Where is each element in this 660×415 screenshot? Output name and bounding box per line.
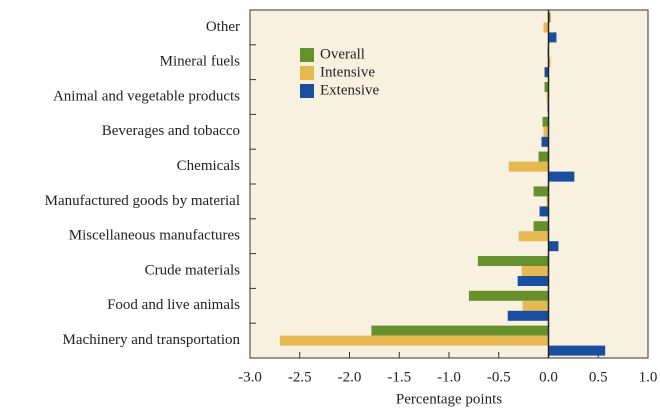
bar [548,345,606,356]
bar [533,221,549,232]
x-tick-label: -3.0 [238,369,262,385]
y-tick-label: Beverages and tobacco [102,123,240,139]
x-tick-label: -1.5 [387,369,411,385]
bar [544,82,549,92]
bar [371,325,549,336]
x-tick-label: -2.0 [338,369,362,385]
bar [548,12,551,23]
legend-label: Intensive [320,64,375,80]
bar [541,136,549,147]
bar [533,186,549,197]
bar [279,335,549,346]
legend-label: Overall [320,46,365,62]
bar [521,266,549,276]
y-tick-label: Animal and vegetable products [53,88,240,104]
bar [518,231,549,242]
y-tick-label: Chemicals [177,158,240,174]
bar [548,171,575,182]
y-tick-label: Mineral fuels [160,54,241,70]
x-tick-label: 0.5 [589,369,608,385]
bar [507,310,549,321]
x-axis-label: Percentage points [396,391,502,407]
bar [548,57,551,68]
legend-label: Extensive [320,82,379,98]
bar [544,67,549,78]
x-tick-label: -2.5 [288,369,312,385]
y-tick-label: Manufactured goods by material [45,193,240,209]
bar [508,161,549,172]
bar [477,256,549,266]
legend-swatch [300,66,314,80]
bar [548,32,557,43]
x-tick-label: 0.0 [539,369,558,385]
y-tick-label: Machinery and transportation [63,332,241,348]
legend-swatch [300,48,314,62]
y-tick-label: Miscellaneous manufactures [69,228,240,244]
bar [538,151,549,162]
bar [543,126,549,137]
x-tick-label: -0.5 [487,369,511,385]
y-tick-label: Food and live animals [107,297,240,313]
plot-area [249,9,649,359]
bar [546,196,549,207]
bar [468,290,549,301]
bar [539,206,549,217]
bar [543,22,549,33]
bar [517,276,549,286]
x-tick-label: 1.0 [639,369,658,385]
x-tick-label: -1.0 [437,369,461,385]
bar [522,300,549,311]
y-tick-label: Crude materials [145,262,241,278]
bar [542,116,549,127]
legend-swatch [300,84,314,98]
y-tick-label: Other [206,19,240,35]
bar [546,92,549,102]
bar [548,241,559,252]
